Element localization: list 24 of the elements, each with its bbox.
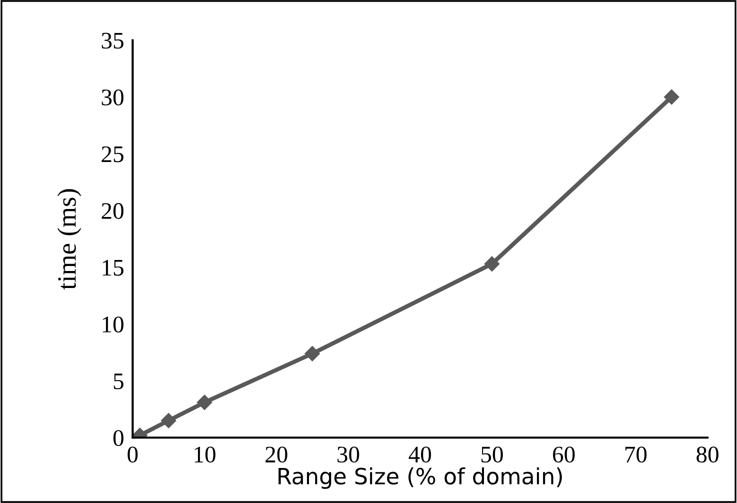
x-tick-label: 80 bbox=[696, 446, 718, 463]
x-tick-label: 0 bbox=[128, 446, 138, 463]
point bbox=[304, 346, 320, 362]
y-tick-label: 25 bbox=[102, 146, 124, 162]
point bbox=[484, 256, 500, 272]
y-tick-label: 0 bbox=[113, 430, 124, 446]
x-axis-title: Range Size (% of domain) bbox=[278, 467, 562, 489]
x-tick-label: 70 bbox=[625, 446, 647, 463]
point bbox=[196, 394, 212, 410]
y-tick-label: 10 bbox=[102, 316, 124, 332]
y-tick-label: 35 bbox=[102, 32, 124, 49]
x-tick-label: 10 bbox=[194, 446, 216, 463]
y-axis-title: time (ms) bbox=[57, 189, 82, 290]
y-tick-label: 20 bbox=[102, 203, 124, 219]
x-tick-label: 20 bbox=[266, 446, 288, 463]
point bbox=[161, 413, 176, 428]
y-tick-label: 5 bbox=[114, 374, 124, 390]
point bbox=[664, 89, 680, 105]
y-tick-label: 30 bbox=[102, 90, 124, 106]
x-tick-label: 30 bbox=[338, 446, 360, 463]
x-tick-label: 60 bbox=[553, 446, 575, 463]
x-tick-label: 50 bbox=[482, 446, 503, 463]
y-tick-label: 15 bbox=[102, 260, 124, 276]
x-tick-label: 40 bbox=[408, 446, 431, 463]
